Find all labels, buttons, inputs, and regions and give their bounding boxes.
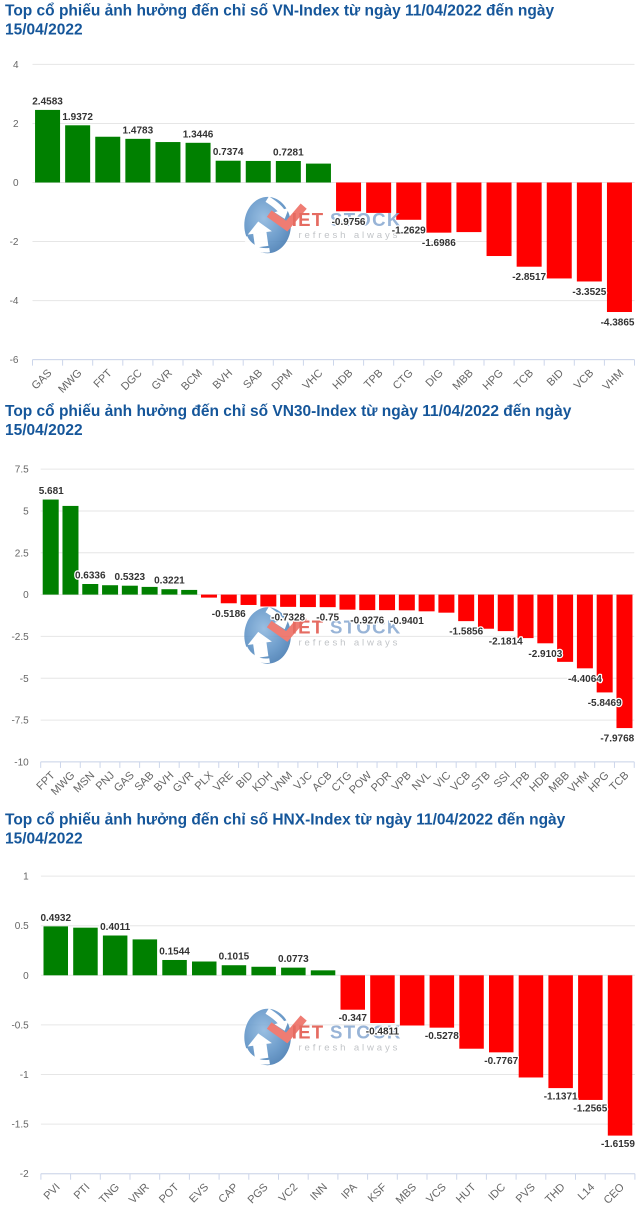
svg-text:0.7281: 0.7281	[273, 148, 304, 159]
svg-text:1.4783: 1.4783	[123, 125, 154, 136]
svg-text:-0.5186: -0.5186	[212, 609, 246, 620]
svg-text:2.4583: 2.4583	[32, 96, 63, 107]
svg-text:-0.347: -0.347	[339, 1013, 368, 1024]
svg-text:-6: -6	[10, 355, 19, 366]
svg-text:-0.4811: -0.4811	[366, 1027, 400, 1038]
svg-text:-4.4064: -4.4064	[568, 674, 602, 685]
svg-text:-2.1814: -2.1814	[489, 637, 523, 648]
svg-text:4: 4	[13, 60, 19, 71]
svg-text:-0.7328: -0.7328	[271, 612, 305, 623]
svg-text:-0.75: -0.75	[316, 613, 339, 624]
svg-text:STOCK: STOCK	[330, 616, 402, 637]
svg-text:2.5: 2.5	[15, 548, 29, 559]
svg-text:0: 0	[23, 971, 29, 982]
svg-text:-0.9276: -0.9276	[350, 616, 384, 627]
svg-text:Top cổ phiếu ảnh hưởng đến chỉ: Top cổ phiếu ảnh hưởng đến chỉ số VN30-I…	[5, 403, 572, 420]
svg-text:0.1015: 0.1015	[219, 952, 250, 963]
svg-text:15/04/2022: 15/04/2022	[5, 422, 83, 439]
svg-text:0: 0	[13, 178, 19, 189]
svg-text:-2.8517: -2.8517	[512, 272, 546, 283]
svg-text:0.5323: 0.5323	[115, 572, 146, 583]
svg-text:Top cổ phiếu ảnh hưởng đến chỉ: Top cổ phiếu ảnh hưởng đến chỉ số VN-Ind…	[5, 3, 554, 20]
svg-text:-2: -2	[20, 1169, 29, 1180]
svg-text:-0.5: -0.5	[11, 1020, 29, 1031]
svg-text:-10: -10	[14, 757, 29, 768]
svg-text:1.9372: 1.9372	[62, 112, 93, 123]
svg-text:0.4932: 0.4932	[40, 913, 71, 924]
svg-text:0.6336: 0.6336	[75, 571, 106, 582]
svg-text:1: 1	[23, 872, 29, 883]
svg-text:0.5: 0.5	[15, 921, 29, 932]
svg-text:15/04/2022: 15/04/2022	[5, 831, 83, 848]
svg-text:1.3446: 1.3446	[183, 129, 214, 140]
svg-text:-1.1371: -1.1371	[544, 1092, 578, 1103]
svg-text:-1.6159: -1.6159	[601, 1139, 635, 1150]
svg-text:0.0773: 0.0773	[278, 954, 309, 965]
svg-text:-2: -2	[10, 237, 19, 248]
svg-text:0.1544: 0.1544	[159, 946, 190, 957]
svg-text:IET: IET	[292, 209, 325, 230]
svg-text:15/04/2022: 15/04/2022	[5, 22, 83, 39]
svg-text:-0.9401: -0.9401	[390, 616, 424, 627]
svg-text:-1.2629: -1.2629	[392, 225, 426, 236]
svg-text:-0.9756: -0.9756	[332, 217, 366, 228]
svg-text:0.7374: 0.7374	[213, 147, 244, 158]
svg-text:0.4011: 0.4011	[100, 922, 130, 933]
svg-text:0.3221: 0.3221	[154, 576, 185, 587]
svg-text:5: 5	[23, 506, 29, 517]
svg-text:-2.5: -2.5	[11, 632, 29, 643]
svg-text:-2.9103: -2.9103	[528, 649, 562, 660]
svg-text:5.681: 5.681	[39, 486, 64, 497]
svg-text:refresh always: refresh always	[299, 230, 401, 241]
svg-text:STOCK: STOCK	[330, 1021, 402, 1042]
svg-text:-1.2565: -1.2565	[573, 1103, 607, 1114]
svg-text:-3.3525: -3.3525	[572, 287, 606, 298]
svg-text:-4.3865: -4.3865	[601, 318, 635, 329]
svg-text:-4: -4	[10, 296, 19, 307]
svg-text:2: 2	[13, 119, 19, 130]
svg-text:-7.9768: -7.9768	[600, 734, 634, 745]
svg-text:-5: -5	[20, 674, 29, 685]
svg-text:-1: -1	[20, 1070, 29, 1081]
svg-text:-5.8469: -5.8469	[588, 698, 622, 709]
svg-text:Top cổ phiếu ảnh hưởng đến chỉ: Top cổ phiếu ảnh hưởng đến chỉ số HNX-In…	[5, 812, 566, 829]
svg-text:refresh always: refresh always	[299, 1042, 401, 1053]
svg-text:-1.6986: -1.6986	[422, 238, 456, 249]
svg-text:0: 0	[23, 590, 29, 601]
svg-text:-0.7767: -0.7767	[484, 1056, 518, 1067]
svg-text:-0.5278: -0.5278	[425, 1031, 459, 1042]
svg-text:IET: IET	[292, 616, 325, 637]
svg-text:IET: IET	[292, 1021, 325, 1042]
svg-text:7.5: 7.5	[15, 465, 29, 476]
svg-text:-1.5: -1.5	[11, 1120, 29, 1131]
svg-text:STOCK: STOCK	[330, 209, 402, 230]
svg-text:-1.5856: -1.5856	[449, 627, 483, 638]
svg-text:refresh always: refresh always	[299, 637, 401, 648]
svg-text:-7.5: -7.5	[11, 716, 29, 727]
